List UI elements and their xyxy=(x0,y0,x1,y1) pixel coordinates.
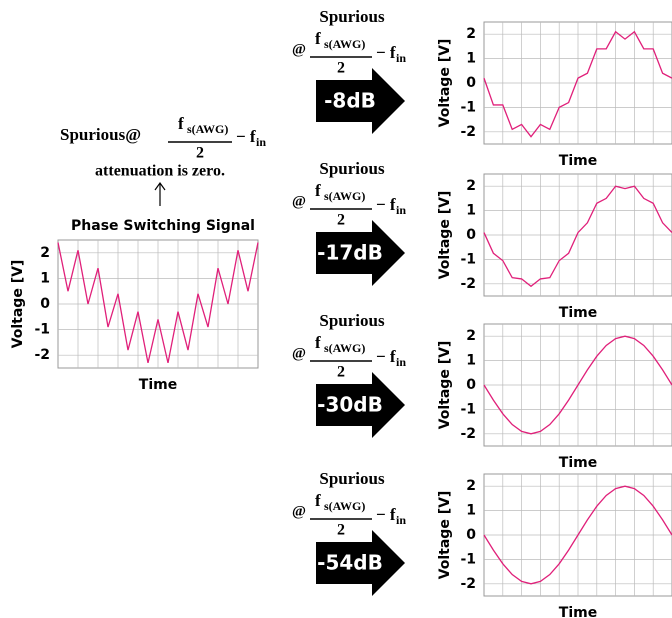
y-tick-label: -2 xyxy=(460,426,476,442)
note-minus-f: − f xyxy=(236,127,256,146)
stage-at: @ xyxy=(292,503,306,519)
stage-in: in xyxy=(396,513,406,527)
stage-in: in xyxy=(396,355,406,369)
stage-sub: s(AWG) xyxy=(324,341,365,355)
stage-sub: s(AWG) xyxy=(324,499,365,513)
stage-in: in xyxy=(396,203,406,217)
y-tick-label: -1 xyxy=(460,251,476,267)
x-axis-label: Time xyxy=(559,153,597,169)
stage-spurious: Spurious xyxy=(319,311,385,330)
y-tick-label: 2 xyxy=(466,26,476,42)
stage-f: f xyxy=(315,181,321,200)
y-tick-label: -2 xyxy=(460,276,476,292)
y-tick-label: 2 xyxy=(40,245,50,261)
stage-minus-f: − f xyxy=(376,347,396,366)
y-tick-label: 0 xyxy=(466,227,476,243)
stage-den: 2 xyxy=(337,364,345,381)
y-tick-label: 2 xyxy=(466,178,476,194)
x-axis-label: Time xyxy=(559,605,597,618)
stage-minus-f: − f xyxy=(376,195,396,214)
stage-den: 2 xyxy=(337,522,345,539)
stage-spurious: Spurious xyxy=(319,469,385,488)
y-tick-label: -1 xyxy=(34,322,50,338)
y-tick-label: 1 xyxy=(466,51,476,67)
y-tick-label: -1 xyxy=(460,551,476,567)
note-in: in xyxy=(256,135,266,149)
stage-at: @ xyxy=(292,41,306,57)
stage-minus-f: − f xyxy=(376,43,396,62)
stage-in: in xyxy=(396,51,406,65)
stage-f: f xyxy=(315,333,321,352)
stage-attenuation: -54dB xyxy=(317,551,383,575)
note-spurious: Spurious@ xyxy=(60,125,141,144)
y-tick-label: -1 xyxy=(460,401,476,417)
x-axis-label: Time xyxy=(139,377,177,393)
y-axis-label: Voltage [V] xyxy=(437,39,453,128)
y-tick-label: 2 xyxy=(466,478,476,494)
stage-at: @ xyxy=(292,345,306,361)
figure: Spurious@ f s(AWG) 2 − f in attenuation … xyxy=(0,0,672,618)
y-tick-label: 1 xyxy=(466,503,476,519)
stage-at: @ xyxy=(292,193,306,209)
y-tick-label: 0 xyxy=(466,377,476,393)
note-sub: s(AWG) xyxy=(187,122,228,136)
x-axis-label: Time xyxy=(559,455,597,471)
note-line2: attenuation is zero. xyxy=(95,163,225,180)
stage-minus-f: − f xyxy=(376,505,396,524)
stage-f: f xyxy=(315,491,321,510)
stage-sub: s(AWG) xyxy=(324,37,365,51)
y-axis-label: Voltage [V] xyxy=(10,260,26,349)
y-axis-label: Voltage [V] xyxy=(437,341,453,430)
y-tick-label: -2 xyxy=(34,347,50,363)
x-axis-label: Time xyxy=(559,305,597,321)
y-tick-label: 0 xyxy=(466,75,476,91)
stage-sub: s(AWG) xyxy=(324,189,365,203)
stage-spurious: Spurious xyxy=(319,159,385,178)
chart-title: Phase Switching Signal xyxy=(71,218,255,234)
y-tick-label: 0 xyxy=(466,527,476,543)
y-tick-label: 2 xyxy=(466,328,476,344)
y-axis-label: Voltage [V] xyxy=(437,191,453,280)
stage-attenuation: -8dB xyxy=(324,89,376,113)
stage-attenuation: -30dB xyxy=(317,393,383,417)
stage-spurious: Spurious xyxy=(319,7,385,26)
note-f: f xyxy=(178,114,184,133)
y-tick-label: 1 xyxy=(40,270,50,286)
stage-den: 2 xyxy=(337,60,345,77)
stage-attenuation: -17dB xyxy=(317,241,383,265)
y-tick-label: 1 xyxy=(466,203,476,219)
note-den: 2 xyxy=(196,145,204,162)
y-tick-label: -2 xyxy=(460,124,476,140)
y-tick-label: 0 xyxy=(40,296,50,312)
y-axis-label: Voltage [V] xyxy=(437,491,453,580)
y-tick-label: -1 xyxy=(460,99,476,115)
y-tick-label: -2 xyxy=(460,576,476,592)
stage-den: 2 xyxy=(337,212,345,229)
y-tick-label: 1 xyxy=(466,353,476,369)
stage-f: f xyxy=(315,29,321,48)
